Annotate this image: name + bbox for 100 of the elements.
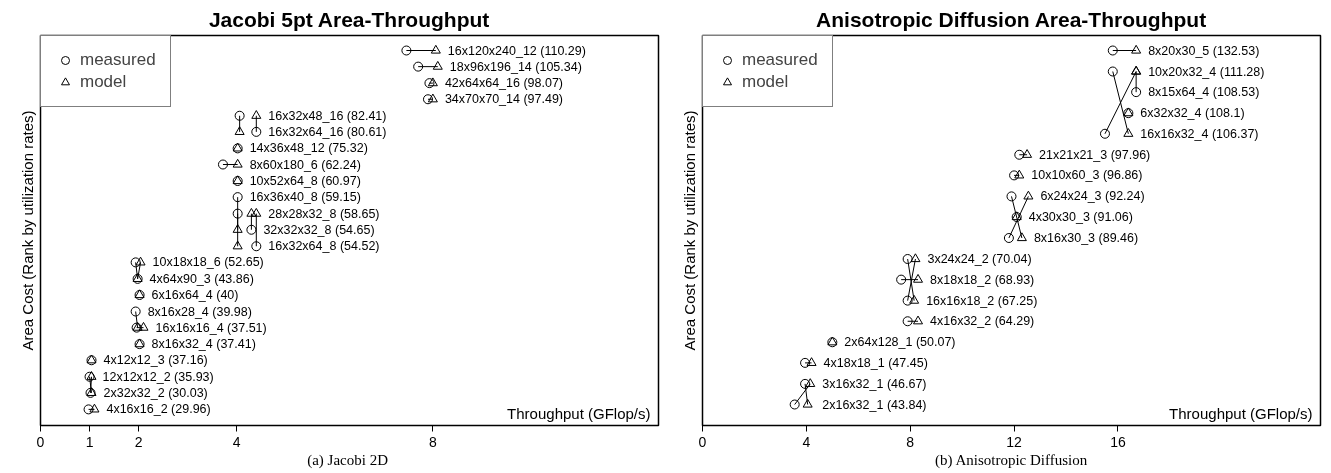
point: [909, 294, 920, 304]
point: [1107, 45, 1118, 56]
chart-title: Jacobi 5pt Area-Throughput: [208, 7, 490, 31]
annotation: 21x21x21_3 (97.96): [1039, 147, 1151, 162]
x-tick-label: 8: [906, 433, 915, 450]
annotation: 16x32x64_8 (54.52): [268, 239, 380, 254]
point: [401, 45, 412, 56]
annotation: 14x36x48_12 (75.32): [249, 141, 368, 156]
point: [232, 192, 243, 203]
point: [1107, 66, 1118, 77]
x-tick-label: 1: [85, 433, 94, 450]
point: [430, 44, 441, 54]
annotation: 4x16x32_2 (64.29): [930, 314, 1035, 329]
legend-label: measured: [80, 50, 156, 70]
x-axis-title: Throughput (GFlop/s): [1169, 404, 1313, 422]
x-tick-label: 8: [428, 433, 437, 450]
annotation: 10x10x60_3 (96.86): [1031, 168, 1143, 183]
annotation: 16x16x16_4 (37.51): [155, 320, 267, 335]
point: [130, 306, 141, 317]
annotation: 28x28x32_8 (58.65): [268, 206, 380, 221]
point: [135, 256, 146, 266]
point: [83, 404, 94, 415]
annotation: 2x64x128_1 (50.07): [844, 335, 956, 350]
annotation: 4x30x30_3 (91.06): [1028, 210, 1133, 224]
annotation: 42x64x64_16 (98.07): [444, 76, 564, 91]
annotation: 16x16x18_2 (67.25): [926, 293, 1038, 308]
point: [432, 60, 443, 70]
point: [422, 94, 433, 105]
x-tick-label: 16: [1110, 433, 1126, 450]
x-tick-label: 0: [36, 433, 45, 450]
point: [1014, 169, 1025, 179]
point: [413, 61, 424, 72]
legend-label: model: [742, 72, 789, 92]
annotation: 32x32x32_8 (54.65): [263, 222, 375, 237]
annotation: 4x18x18_1 (47.45): [823, 355, 928, 370]
annotation: 8x18x18_2 (68.93): [930, 272, 1035, 287]
chart-title: Anisotropic Diffusion Area-Throughput: [816, 7, 1207, 31]
annotation: 8x15x64_4 (108.53): [1148, 85, 1260, 100]
x-tick-label: 4: [232, 433, 241, 450]
point: [251, 241, 262, 252]
point: [251, 110, 262, 119]
point: [896, 274, 907, 285]
annotation: 10x18x18_6 (52.65): [152, 255, 264, 270]
point: [234, 110, 245, 121]
annotation: 8x60x180_6 (62.24): [249, 157, 361, 172]
point: [789, 399, 800, 410]
point: [246, 207, 257, 217]
y-axis-title: Area Cost (Rank by utilization rates): [680, 110, 698, 351]
annotation: 16x120x240_12 (110.29): [447, 43, 586, 58]
annotation: 16x32x64_16 (80.61): [268, 124, 387, 139]
annotation: 2x16x32_1 (43.84): [822, 397, 927, 412]
point: [1014, 149, 1025, 160]
point: [1006, 191, 1017, 202]
annotation: 4x12x12_3 (37.16): [103, 353, 208, 368]
annotation: 3x24x24_2 (70.04): [927, 252, 1032, 266]
point: [1123, 128, 1134, 137]
annotation: 10x20x32_4 (111.28): [1148, 64, 1265, 79]
point: [232, 208, 243, 219]
text: (b) Anisotropic Diffusion: [934, 451, 1088, 469]
annotation: 3x16x32_1 (46.67): [822, 376, 927, 391]
annotation: 8x16x30_3 (89.46): [1033, 231, 1139, 245]
annotation: 16x36x40_8 (59.15): [249, 190, 361, 205]
point: [1131, 44, 1142, 54]
point: [1131, 87, 1142, 98]
annotation: 8x20x30_5 (132.53): [1148, 43, 1260, 58]
point: [251, 207, 262, 217]
point: [902, 316, 913, 327]
annotation: 8x16x28_4 (39.98): [147, 304, 252, 319]
point: [1003, 233, 1014, 243]
point: [1009, 170, 1020, 181]
point: [800, 357, 811, 368]
x-axis-title: Throughput (GFlop/s): [507, 404, 651, 422]
point: [251, 126, 262, 137]
annotation: 6x32x32_4 (108.1): [1140, 106, 1245, 121]
annotation: 18x96x196_14 (105.34): [449, 59, 582, 74]
x-tick-label: 0: [698, 433, 707, 450]
point: [427, 93, 438, 103]
point: [802, 398, 813, 408]
point: [1022, 149, 1033, 158]
point: [902, 254, 913, 264]
point: [913, 273, 924, 283]
annotation: 12x12x12_2 (35.93): [102, 369, 214, 384]
text: (a) Jacobi 2D: [307, 451, 389, 469]
x-tick-label: 12: [1006, 433, 1023, 450]
point: [910, 253, 921, 263]
point: [232, 158, 243, 168]
point: [1023, 190, 1034, 200]
annotation: 8x16x32_4 (37.41): [151, 337, 256, 352]
point: [232, 224, 243, 233]
point: [234, 126, 245, 135]
annotation: 6x24x24_3 (92.24): [1040, 189, 1145, 204]
x-tick-label: 2: [134, 433, 143, 450]
point: [246, 224, 257, 235]
point: [217, 159, 228, 170]
annotation: 2x32x32_2 (30.03): [103, 385, 208, 400]
annotation: 4x64x90_3 (43.86): [149, 271, 254, 286]
annotation: 4x16x16_2 (29.96): [106, 402, 211, 417]
y-axis-title: Area Cost (Rank by utilization rates): [18, 110, 36, 351]
annotation: 16x16x32_4 (106.37): [1140, 126, 1259, 141]
legend-label: model: [80, 72, 127, 92]
